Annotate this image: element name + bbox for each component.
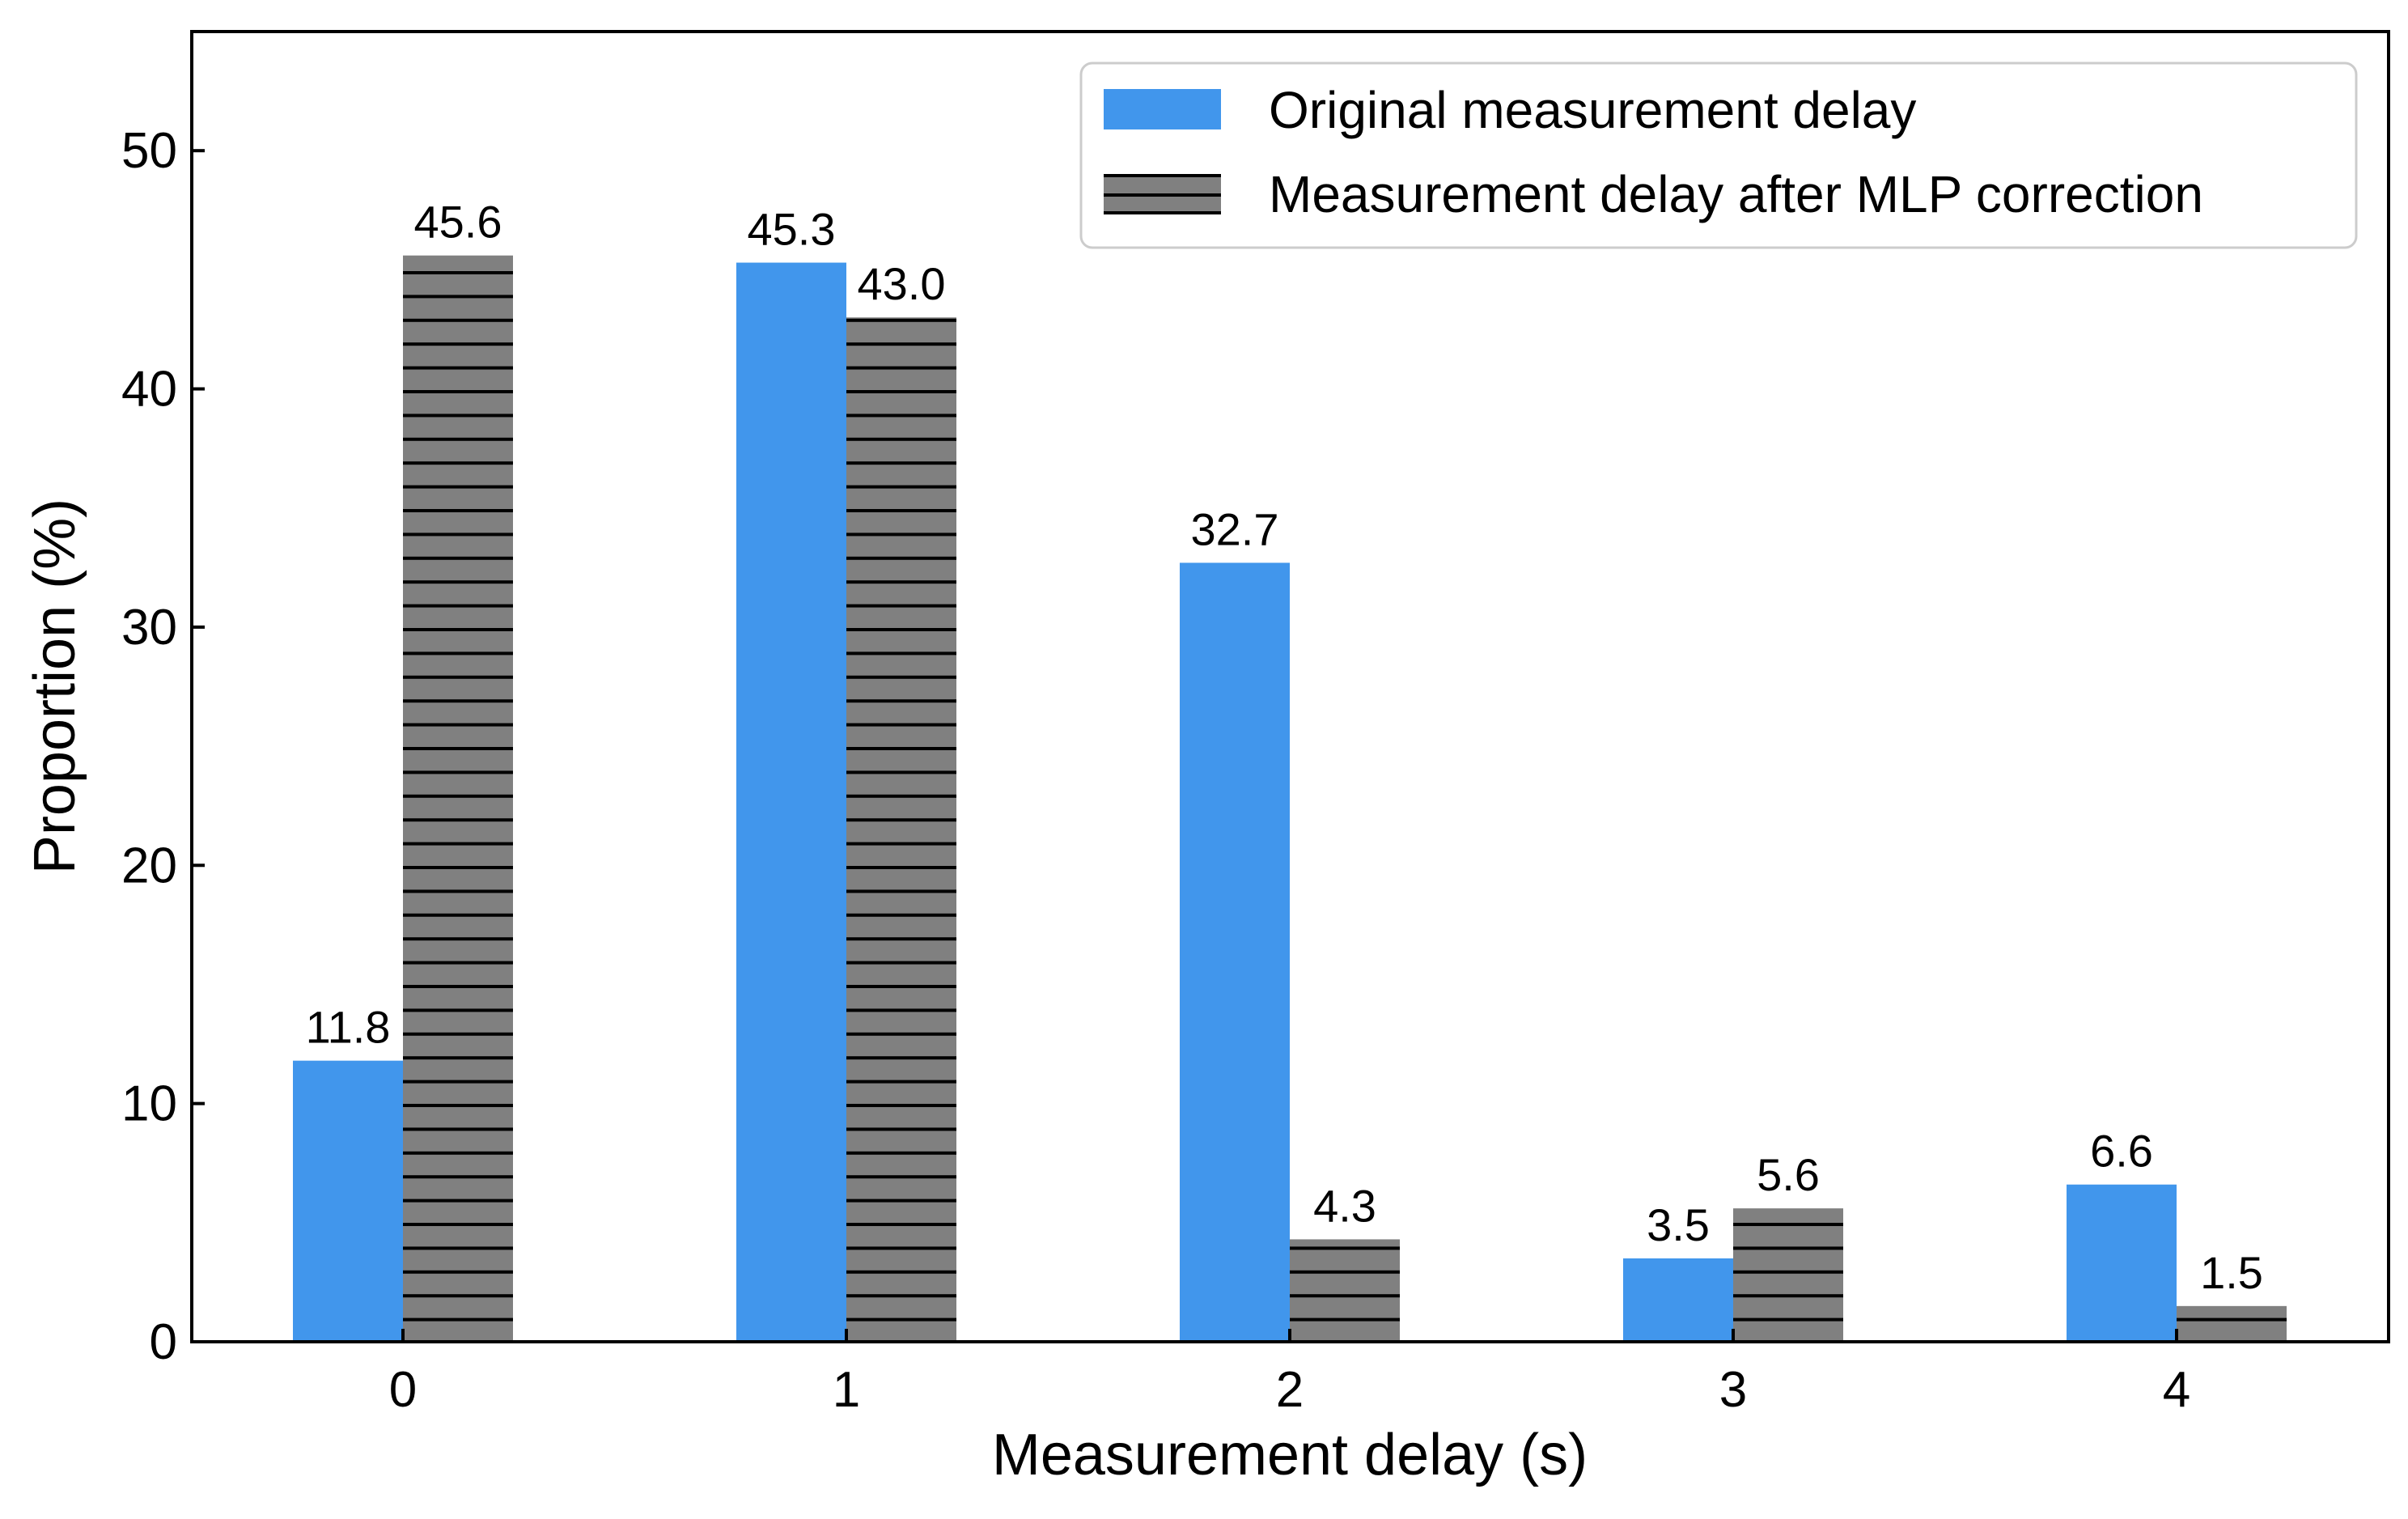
legend-swatch-corrected	[1104, 174, 1221, 214]
data-label-original-0: 11.8	[306, 1002, 391, 1053]
data-label-corrected-1: 43.0	[858, 258, 946, 309]
bar-corrected-0	[403, 255, 513, 1343]
legend-label-original: Original measurement delay	[1269, 81, 1916, 139]
bar-corrected-1	[846, 317, 956, 1343]
legend-box	[1079, 62, 2358, 249]
x-tick-label-1: 1	[833, 1362, 860, 1418]
y-tick-label-10: 10	[121, 1076, 177, 1132]
data-label-original-3: 3.5	[1647, 1199, 1710, 1250]
bar-corrected-2	[1290, 1239, 1400, 1342]
y-tick-label-0: 0	[150, 1314, 177, 1370]
bar-corrected-3	[1733, 1208, 1843, 1342]
bar-original-0	[293, 1060, 403, 1342]
data-label-original-1: 45.3	[748, 204, 836, 255]
bar-original-3	[1623, 1258, 1733, 1342]
x-tick-label-2: 2	[1276, 1362, 1304, 1418]
x-tick-label-0: 0	[389, 1362, 417, 1418]
bar-original-1	[736, 262, 846, 1342]
data-labels-group: 11.8 45.3 32.7 3.5 6.6 45.6 43.0 4.3 5.6 1.5	[306, 197, 2263, 1298]
bar-corrected-4	[2177, 1305, 2287, 1342]
x-axis: 0 1 2 3 4	[389, 1329, 2190, 1418]
y-tick-label-30: 30	[121, 600, 177, 656]
legend-label-corrected: Measurement delay after MLP correction	[1269, 165, 2203, 223]
legend: Original measurement delay Measurement d…	[1079, 62, 2358, 249]
bar-original-2	[1180, 562, 1290, 1342]
legend-swatch-original	[1104, 89, 1221, 129]
y-tick-label-20: 20	[121, 838, 177, 893]
data-label-corrected-2: 4.3	[1313, 1180, 1376, 1231]
x-axis-title: Measurement delay (s)	[992, 1423, 1588, 1487]
y-axis-title: Proportion (%)	[23, 499, 87, 874]
data-label-corrected-0: 45.6	[414, 197, 502, 248]
data-label-corrected-4: 1.5	[2200, 1247, 2263, 1298]
y-axis: 0 10 20 30 40 50	[121, 123, 205, 1370]
bar-original-4	[2067, 1184, 2177, 1342]
x-tick-label-3: 3	[1719, 1362, 1747, 1418]
y-tick-label-40: 40	[121, 362, 177, 418]
x-tick-label-4: 4	[2163, 1362, 2190, 1418]
data-label-original-2: 32.7	[1191, 503, 1279, 554]
bars-group	[293, 255, 2287, 1343]
data-label-corrected-3: 5.6	[1757, 1149, 1820, 1200]
y-tick-label-50: 50	[121, 123, 177, 179]
data-label-original-4: 6.6	[2090, 1126, 2153, 1177]
